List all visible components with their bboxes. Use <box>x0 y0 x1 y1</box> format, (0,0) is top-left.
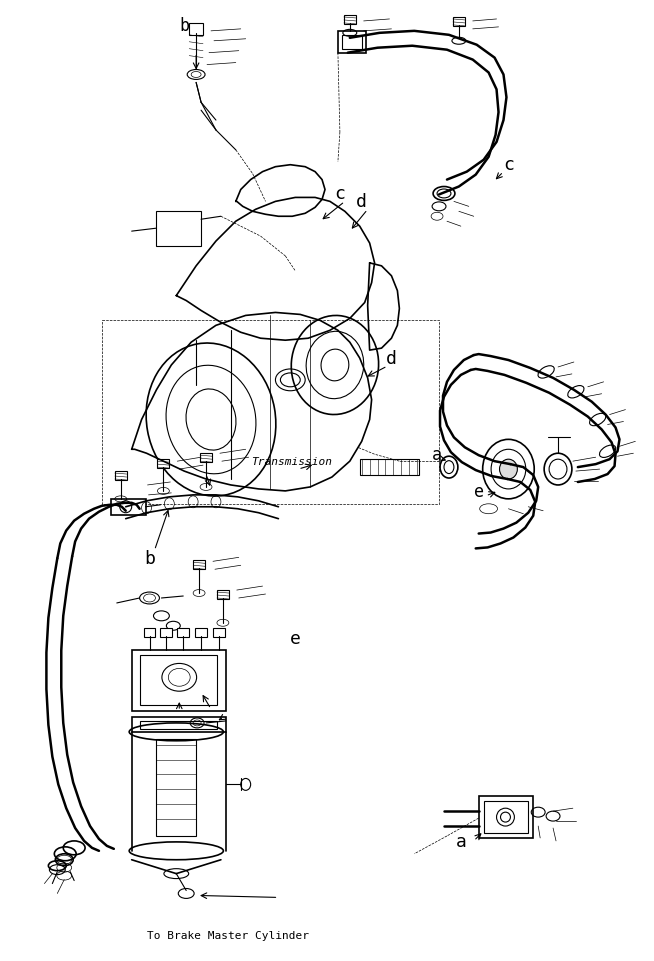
Bar <box>156 739 196 836</box>
Bar <box>160 628 172 637</box>
Bar <box>115 472 127 480</box>
Text: To Brake Master Cylinder: To Brake Master Cylinder <box>146 930 309 940</box>
Text: d: d <box>386 350 397 368</box>
Text: a: a <box>432 446 442 464</box>
Bar <box>189 24 203 36</box>
Text: a: a <box>455 832 466 850</box>
Text: c: c <box>503 156 514 174</box>
Bar <box>360 459 419 476</box>
Text: Transmission: Transmission <box>250 456 332 467</box>
Bar <box>177 628 189 637</box>
Bar <box>131 717 226 732</box>
Bar <box>213 628 225 637</box>
Bar <box>344 16 356 25</box>
Bar <box>338 32 366 54</box>
Text: b: b <box>144 550 155 568</box>
Bar <box>479 797 533 838</box>
Bar <box>453 18 465 27</box>
Bar <box>217 590 229 600</box>
Bar <box>139 721 217 729</box>
Bar <box>131 650 226 711</box>
Bar <box>484 801 528 833</box>
Text: d: d <box>356 193 367 211</box>
Text: c: c <box>334 185 345 203</box>
Ellipse shape <box>500 459 517 480</box>
Bar <box>342 36 362 50</box>
Bar <box>200 454 212 462</box>
Bar <box>102 321 439 505</box>
Bar <box>193 560 205 570</box>
Text: e: e <box>290 629 301 647</box>
Bar <box>156 212 201 247</box>
Text: e: e <box>473 482 484 501</box>
Bar <box>111 500 146 515</box>
Bar <box>158 459 169 469</box>
Bar <box>139 655 217 705</box>
Bar <box>195 628 207 637</box>
Bar <box>144 628 156 637</box>
Text: b: b <box>179 17 189 35</box>
